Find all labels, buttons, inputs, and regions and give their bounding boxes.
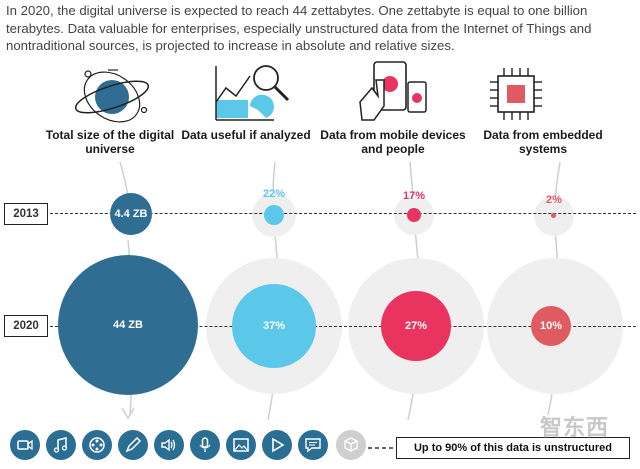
chip-icon [490,68,542,120]
video-icon [10,430,40,460]
column-title-total: Total size of the digital universe [45,128,175,156]
bubble-mobile-2020: 27% [381,291,451,361]
microphone-icon [190,430,220,460]
row-label-2013: 2013 [4,203,48,225]
cube-icon [336,430,366,460]
pen-icon [118,430,148,460]
row-line-2013 [50,213,636,214]
label-useful-2013: 22% [262,188,286,200]
footer-dash-line [368,447,396,449]
bubble-total-2020: 44 ZB [58,255,198,395]
music-icon [46,430,76,460]
play-icon [262,430,292,460]
bubble-embedded-2013 [551,213,556,218]
image-icon [226,430,256,460]
column-title-embedded: Data from embedded systems [483,128,603,156]
bubble-useful-2020: 37% [232,284,316,368]
row-label-2020: 2020 [4,315,48,337]
bubble-mobile-2013 [407,208,421,222]
label-embedded-2013: 2% [546,194,562,206]
unstructured-note: Up to 90% of this data is unstructured [396,437,630,459]
bubble-embedded-2020: 10% [531,306,571,346]
column-title-useful: Data useful if analyzed [181,128,311,142]
label-mobile-2013: 17% [402,190,426,202]
intro-text: In 2020, the digital universe is expecte… [6,3,592,53]
globe-orbit-icon [74,69,150,123]
bubble-total-2013: 4.4 ZB [110,193,152,235]
film-reel-icon [82,430,112,460]
speaker-icon [154,430,184,460]
watermark: 智东西 [540,415,610,440]
bubble-useful-2013 [264,205,284,225]
chart-magnifier-icon [215,65,290,121]
column-title-mobile: Data from mobile devices and people [320,128,466,156]
row-line-2020 [50,326,636,327]
chat-icon [298,430,328,460]
mobile-touch-icon [359,61,427,121]
